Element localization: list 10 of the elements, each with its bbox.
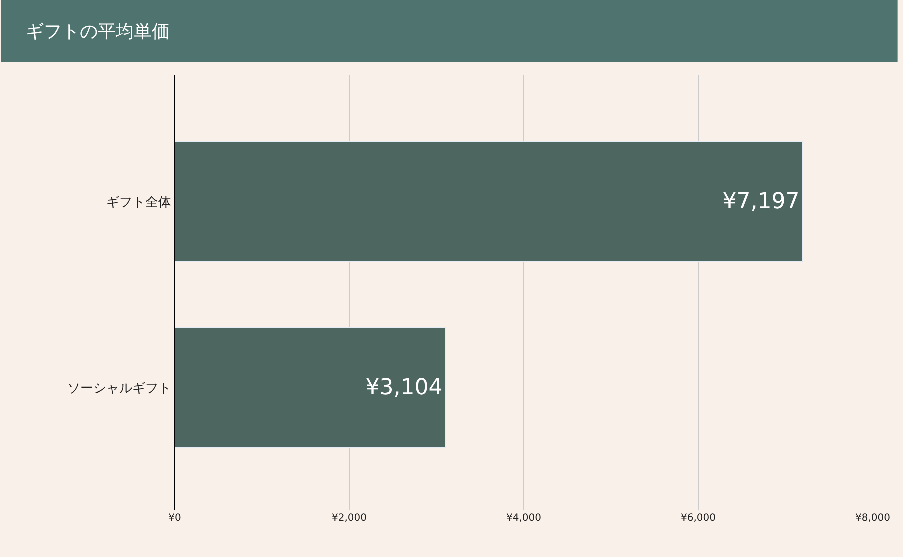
chart-title: ギフトの平均単価: [26, 21, 170, 42]
x-tick-label: ¥0: [168, 513, 182, 524]
y-tick-label: ソーシャルギフト: [67, 382, 172, 397]
x-tick-label: ¥6,000: [681, 513, 716, 524]
data-label: ¥7,197: [722, 189, 800, 214]
y-tick-label: ギフト全体: [106, 196, 172, 211]
x-tick-label: ¥4,000: [506, 513, 542, 524]
data-label: ¥3,104: [366, 375, 443, 400]
x-tick-label: ¥8,000: [856, 513, 890, 524]
x-tick-label: ¥2,000: [332, 513, 367, 524]
